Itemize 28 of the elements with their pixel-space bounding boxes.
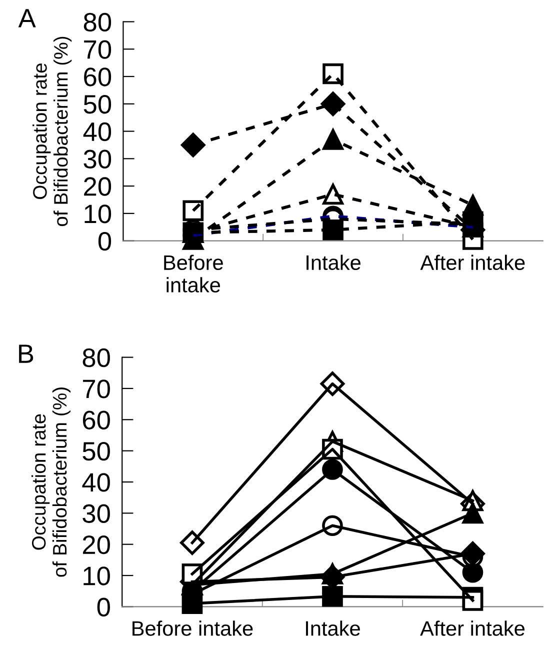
y-tick-label: 60 <box>84 68 112 86</box>
y-axis-title: Occupation rate of Bifidobacterium (%) <box>32 36 72 226</box>
y-axis-title: Occupation rate of Bifidobacterium (%) <box>31 388 71 577</box>
y-tick-label: 0 <box>98 232 112 251</box>
y-tick-label: 80 <box>82 348 110 368</box>
y-tick-label: 40 <box>83 122 112 142</box>
y-tick-label: 0 <box>97 598 110 616</box>
x-tick-label: Intake <box>306 620 360 636</box>
y-tick-label: 60 <box>82 410 110 430</box>
y-tick-label: 10 <box>84 204 112 224</box>
chart-title: A <box>18 9 36 28</box>
x-tick-label: After intake <box>420 254 525 270</box>
y-tick-label: 20 <box>84 177 112 196</box>
y-tick-label: 20 <box>82 535 110 554</box>
y-tick-label: 30 <box>84 150 112 168</box>
y-tick-label: 70 <box>82 380 110 398</box>
y-tick-label: 40 <box>82 473 110 492</box>
y-tick-label: 10 <box>84 566 110 586</box>
y-tick-label: 50 <box>82 442 110 461</box>
y-tick-label: 30 <box>82 504 110 523</box>
y-tick-label: 50 <box>84 95 112 114</box>
x-tick-label: Before intake <box>132 620 253 636</box>
y-tick-label: 70 <box>84 40 112 59</box>
x-tick-label: Intake <box>306 254 360 270</box>
chart-title: B <box>19 344 34 363</box>
y-tick-label: 80 <box>84 12 112 32</box>
x-tick-label: Before intake <box>164 254 223 292</box>
x-tick-label: After intake <box>420 620 524 636</box>
